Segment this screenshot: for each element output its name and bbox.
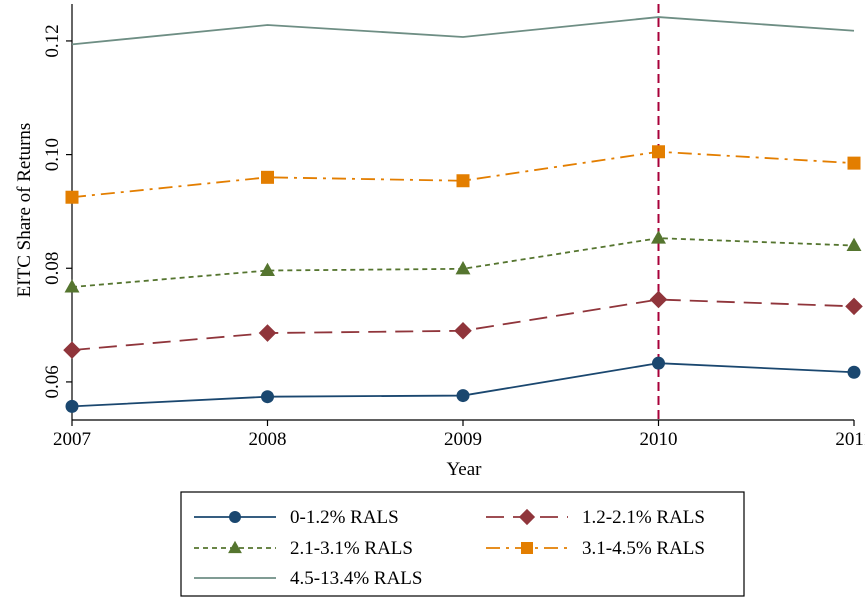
- x-tick-label: 2008: [249, 429, 287, 450]
- legend-marker-2: [518, 508, 536, 526]
- x-tick-label: 2009: [444, 429, 482, 450]
- series-line-5: [71, 16, 855, 46]
- y-axis-title: EITC Share of Returns: [14, 123, 35, 298]
- data-point: [261, 390, 274, 404]
- data-point: [649, 290, 668, 309]
- data-point: [65, 190, 79, 204]
- y-tick-label: 0.08: [42, 252, 63, 285]
- data-point: [846, 237, 862, 252]
- legend-label-5: 4.5-13.4% RALS: [290, 568, 422, 589]
- data-point: [845, 297, 863, 316]
- data-point: [64, 279, 80, 293]
- data-point: [456, 174, 470, 188]
- data-point: [651, 230, 666, 244]
- x-axis-title: Year: [446, 459, 482, 480]
- data-point: [652, 356, 665, 370]
- x-tick-label: 2010: [640, 429, 678, 450]
- legend-label-1: 0-1.2% RALS: [290, 507, 399, 528]
- data-point: [847, 156, 861, 170]
- data-point: [456, 389, 470, 403]
- data-point: [258, 324, 277, 342]
- x-tick-label: 2007: [53, 429, 91, 450]
- legend: 0-1.2% RALS 1.2-2.1% RALS 2.1-3.1% RALS 3.1…: [180, 491, 745, 597]
- data-point: [454, 322, 472, 340]
- legend-marker-4: [521, 542, 533, 554]
- data-point: [652, 145, 665, 159]
- data-point: [65, 399, 79, 413]
- legend-label-2: 1.2-2.1% RALS: [582, 507, 705, 528]
- plot-area: 0.06 0.08 0.10 0.12 2007 2008 2009 2010 2011: [42, 4, 865, 450]
- legend-marker-3: [228, 540, 242, 554]
- data-point: [261, 170, 274, 184]
- legend-label-3: 2.1-3.1% RALS: [290, 538, 413, 559]
- y-tick-label: 0.10: [42, 138, 63, 171]
- y-tick-label: 0.12: [42, 24, 63, 57]
- legend-marker-1: [229, 511, 241, 523]
- data-point: [63, 341, 81, 359]
- y-tick-label: 0.06: [42, 365, 63, 398]
- data-point: [260, 262, 275, 277]
- data-point: [455, 261, 471, 275]
- x-tick-label: 2011: [835, 429, 865, 450]
- legend-label-4: 3.1-4.5% RALS: [582, 538, 705, 559]
- data-point: [847, 365, 861, 379]
